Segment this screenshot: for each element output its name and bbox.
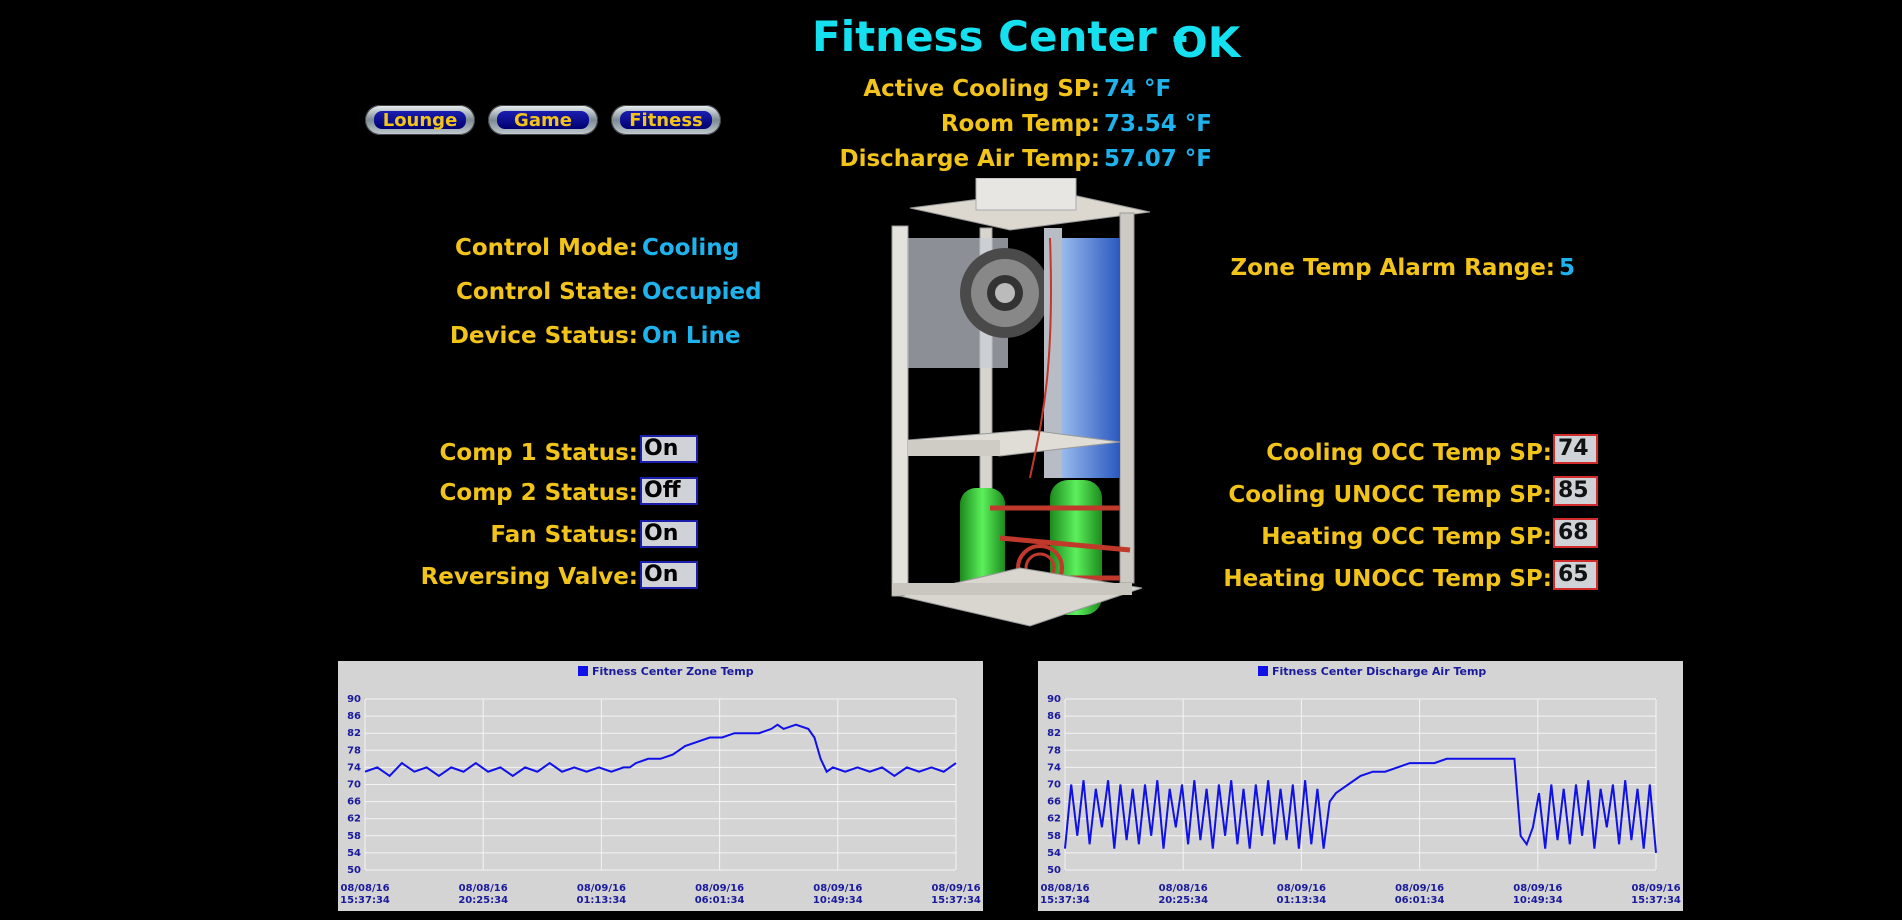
discharge-temp-plot: 908682787470666258545008/08/1615:37:3408…: [1040, 694, 1681, 906]
x-tick-time: 10:49:34: [813, 895, 863, 906]
heating-occ-sp-input[interactable]: 68: [1553, 518, 1598, 548]
x-tick-time: 20:25:34: [1158, 895, 1208, 906]
zone-temp-legend: Fitness Center Zone Temp: [578, 665, 754, 678]
control-mode-value: Cooling: [642, 235, 740, 261]
y-tick-label: 66: [1047, 797, 1061, 808]
nav-fitness-label: Fitness: [620, 111, 712, 130]
hvac-unit-illustration: [891, 178, 1151, 627]
nav-fitness-button[interactable]: Fitness: [611, 105, 721, 135]
x-tick-date: 08/08/16: [459, 883, 508, 894]
x-tick-date: 08/09/16: [813, 883, 862, 894]
y-tick-label: 54: [347, 848, 361, 859]
y-tick-label: 78: [347, 745, 361, 756]
y-tick-label: 78: [1047, 745, 1061, 756]
x-tick-time: 06:01:34: [695, 895, 745, 906]
heating-unocc-sp-label: Heating UNOCC Temp SP:: [1223, 566, 1552, 592]
heating-occ-sp-label: Heating OCC Temp SP:: [1261, 524, 1552, 550]
reversing-valve-label: Reversing Valve:: [420, 564, 638, 590]
discharge-air-temp-label: Discharge Air Temp:: [839, 146, 1100, 172]
zone-temp-chart: Fitness Center Zone Temp 90 86 82 78 74 70 66 6…: [338, 661, 983, 911]
y-tick-label: 62: [347, 814, 361, 825]
discharge-temp-chart: Fitness Center Discharge Air Temp 90 86 82…: [1038, 661, 1683, 911]
y-tick-label: 74: [347, 762, 361, 773]
zone-temp-legend-text: Fitness Center Zone Temp: [592, 665, 754, 678]
y-tick-label: 58: [1047, 831, 1061, 842]
x-tick-date: 08/09/16: [695, 883, 744, 894]
x-tick-time: 01:13:34: [1277, 895, 1327, 906]
reversing-valve-box: On: [640, 561, 698, 589]
comp2-status-label: Comp 2 Status:: [439, 480, 638, 506]
zone-temp-plot: 908682787470666258545008/08/1615:37:3408…: [340, 694, 981, 906]
y-tick-label: 50: [347, 865, 361, 876]
nav-lounge-button[interactable]: Lounge: [365, 105, 475, 135]
y-tick-label: 70: [347, 780, 361, 791]
x-tick-time: 15:37:34: [1040, 895, 1090, 906]
comp1-status-box: On: [640, 435, 698, 463]
y-tick-label: 58: [347, 831, 361, 842]
device-status-value: On Line: [642, 323, 741, 349]
discharge-air-temp-value: 57.07 °F: [1104, 146, 1212, 172]
x-tick-time: 20:25:34: [458, 895, 508, 906]
active-cooling-sp-value: 74 °F: [1104, 76, 1172, 102]
y-tick-label: 54: [1047, 848, 1061, 859]
series-line: [1064, 757, 1657, 853]
series-line: [364, 723, 957, 778]
page-title: Fitness Center -: [812, 12, 1189, 61]
fan-status-label: Fan Status:: [490, 522, 638, 548]
zone-temp-alarm-range-label: Zone Temp Alarm Range:: [1230, 255, 1555, 281]
heating-unocc-sp-input[interactable]: 65: [1553, 560, 1598, 590]
x-tick-date: 08/09/16: [1277, 883, 1326, 894]
y-tick-label: 50: [1047, 865, 1061, 876]
x-tick-time: 15:37:34: [931, 895, 981, 906]
x-tick-date: 08/09/16: [577, 883, 626, 894]
comp1-status-label: Comp 1 Status:: [439, 440, 638, 466]
cooling-unocc-sp-label: Cooling UNOCC Temp SP:: [1228, 482, 1552, 508]
discharge-temp-legend: Fitness Center Discharge Air Temp: [1258, 665, 1486, 678]
device-status-label: Device Status:: [449, 323, 638, 349]
x-tick-time: 06:01:34: [1395, 895, 1445, 906]
room-temp-value: 73.54 °F: [1104, 111, 1212, 137]
x-tick-date: 08/09/16: [1631, 883, 1680, 894]
y-tick-label: 62: [1047, 814, 1061, 825]
cooling-occ-sp-input[interactable]: 74: [1553, 434, 1598, 464]
x-tick-date: 08/09/16: [1513, 883, 1562, 894]
x-tick-time: 15:37:34: [1631, 895, 1681, 906]
legend-swatch-icon: [1258, 666, 1268, 676]
legend-swatch-icon: [578, 666, 588, 676]
fan-status-box: On: [640, 520, 698, 548]
y-tick-label: 90: [347, 694, 361, 705]
x-tick-time: 10:49:34: [1513, 895, 1563, 906]
cooling-occ-sp-label: Cooling OCC Temp SP:: [1266, 440, 1552, 466]
room-temp-label: Room Temp:: [940, 111, 1100, 137]
x-tick-time: 01:13:34: [577, 895, 627, 906]
cooling-unocc-sp-input[interactable]: 85: [1553, 476, 1598, 506]
control-state-value: Occupied: [642, 279, 762, 305]
nav-game-button[interactable]: Game: [488, 105, 598, 135]
status-ok: OK: [1172, 18, 1241, 67]
x-tick-time: 15:37:34: [340, 895, 390, 906]
active-cooling-sp-label: Active Cooling SP:: [863, 76, 1100, 102]
nav-lounge-label: Lounge: [374, 111, 466, 130]
y-tick-label: 90: [1047, 694, 1061, 705]
y-tick-label: 66: [347, 797, 361, 808]
x-tick-date: 08/08/16: [1159, 883, 1208, 894]
x-tick-date: 08/08/16: [1040, 883, 1089, 894]
y-tick-label: 86: [347, 711, 361, 722]
nav-game-label: Game: [497, 111, 589, 130]
x-tick-date: 08/08/16: [340, 883, 389, 894]
y-tick-label: 74: [1047, 762, 1061, 773]
y-tick-label: 86: [1047, 711, 1061, 722]
control-state-label: Control State:: [456, 279, 638, 305]
control-mode-label: Control Mode:: [454, 235, 638, 261]
x-tick-date: 08/09/16: [1395, 883, 1444, 894]
zone-temp-alarm-range-value: 5: [1559, 255, 1576, 281]
discharge-temp-legend-text: Fitness Center Discharge Air Temp: [1272, 665, 1487, 678]
y-tick-label: 82: [1047, 728, 1061, 739]
x-tick-date: 08/09/16: [931, 883, 980, 894]
y-tick-label: 82: [347, 728, 361, 739]
comp2-status-box: Off: [640, 477, 698, 505]
y-tick-label: 70: [1047, 780, 1061, 791]
